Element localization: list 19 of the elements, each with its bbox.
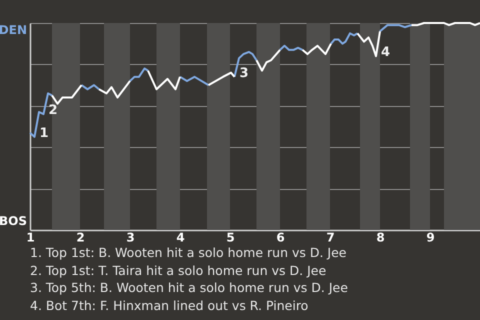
x-tick-label: 7 xyxy=(326,230,335,244)
text: 2. Top 1st: T. Taira hit a solo home run vs D. Jee xyxy=(30,262,328,280)
x-tick-label: 6 xyxy=(276,230,285,244)
x-tick-label: 2 xyxy=(76,230,85,244)
annotation: 3 xyxy=(240,66,249,81)
x-tick-label: 5 xyxy=(226,230,235,244)
x-tick-label: 9 xyxy=(426,230,435,244)
text: 1. Top 1st: B. Wooten hit a solo home run vs D. Jee xyxy=(30,244,348,262)
text: 3. Top 5th: B. Wooten hit a solo home run vs D. Jee xyxy=(30,279,348,297)
annotation: 4 xyxy=(381,45,390,60)
x-tick-label: 8 xyxy=(376,230,385,244)
x-tick-label: 1 xyxy=(26,230,35,244)
x-tick-label: 3 xyxy=(126,230,135,244)
text: DEN xyxy=(0,23,27,37)
annotation: 2 xyxy=(48,103,58,118)
text: 4. Bot 7th: F. Hinxman lined out vs R. Pineiro xyxy=(30,296,310,314)
text: BOS xyxy=(0,214,27,228)
x-tick-label: 4 xyxy=(176,230,185,244)
annotation: 1 xyxy=(40,126,49,141)
